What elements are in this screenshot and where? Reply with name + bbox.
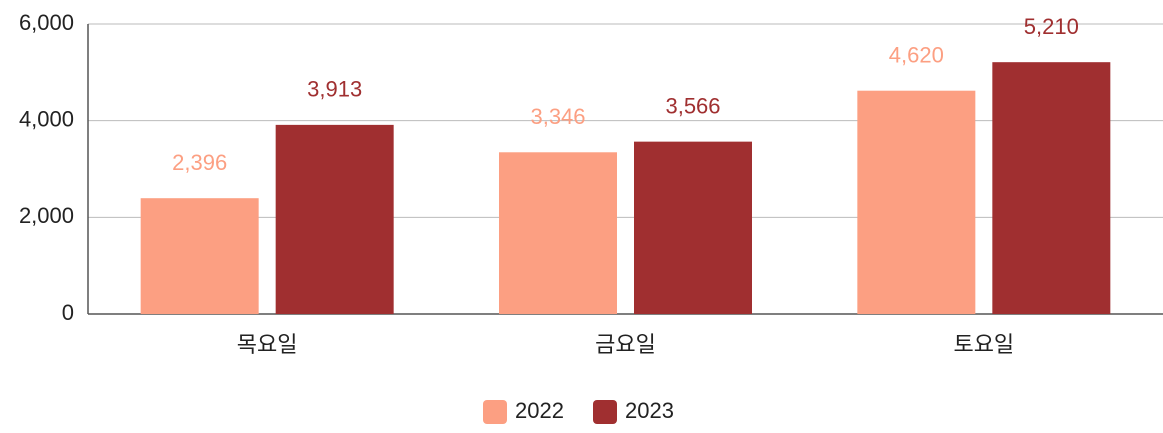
value-label: 5,210 [1024,14,1079,39]
value-label: 3,566 [665,93,720,118]
x-tick-label: 목요일 [237,332,298,357]
value-label: 3,913 [307,77,362,102]
y-tick-label: 2,000 [19,203,74,228]
x-tick-label: 토요일 [953,332,1014,357]
bar [634,141,752,314]
legend-label: 2023 [625,398,674,423]
legend-swatch [483,400,507,424]
value-label: 4,620 [889,43,944,68]
bar [857,90,976,314]
legend-label: 2022 [515,398,564,423]
y-tick-label: 0 [62,300,74,325]
bar [992,62,1111,314]
value-label: 3,346 [530,104,585,129]
bar [275,124,394,314]
y-tick-label: 6,000 [19,10,74,35]
value-label: 2,396 [172,150,227,175]
bar [140,198,259,314]
y-tick-label: 4,000 [19,106,74,131]
x-tick-label: 금요일 [595,332,656,357]
bar [499,152,617,314]
legend-swatch [593,400,617,424]
